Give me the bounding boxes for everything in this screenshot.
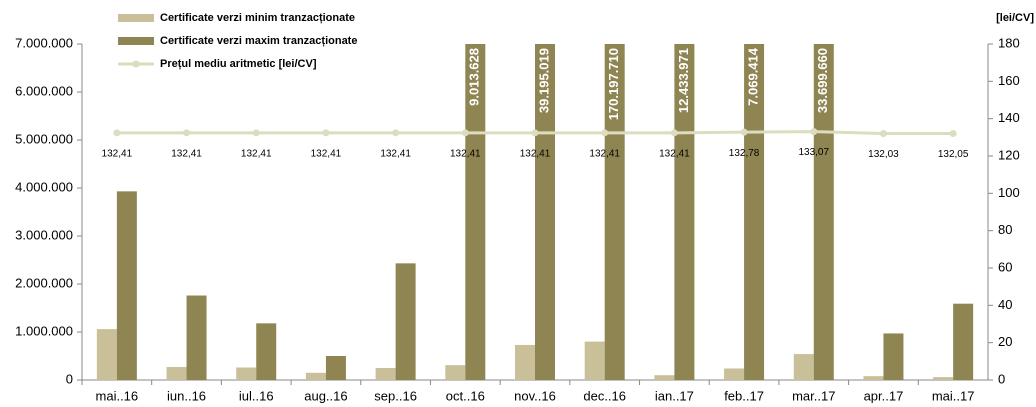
price-marker xyxy=(392,129,400,137)
x-tick-label: mar..17 xyxy=(792,388,835,403)
legend-swatch xyxy=(118,14,154,22)
x-tick-label: dec..16 xyxy=(583,388,626,403)
value-label: 132,41 xyxy=(311,148,342,159)
bar xyxy=(953,303,974,380)
value-label: 12.433.971 xyxy=(676,48,691,113)
bar xyxy=(535,44,555,380)
legend-label: Prețul mediu aritmetic [lei/CV] xyxy=(160,58,317,70)
y2-axis-title: [lei/CV] xyxy=(996,12,1034,24)
y-tick-label: 2.000.000 xyxy=(15,275,73,290)
value-label: 132,78 xyxy=(729,148,760,159)
x-tick-label: aug..16 xyxy=(304,388,347,403)
value-label: 132,05 xyxy=(938,149,969,160)
y2-tick-label: 20 xyxy=(998,334,1012,349)
y-tick-label: 1.000.000 xyxy=(15,323,73,338)
bar xyxy=(186,295,207,380)
legend-swatch xyxy=(132,60,140,68)
value-label: 7.069.414 xyxy=(746,47,761,106)
y2-tick-label: 160 xyxy=(998,73,1020,88)
y-tick-label: 5.000.000 xyxy=(15,131,73,146)
x-tick-label: nov..16 xyxy=(514,388,556,403)
x-tick-label: mai..17 xyxy=(932,388,975,403)
price-marker xyxy=(601,129,609,137)
value-label: 132,41 xyxy=(520,148,551,159)
bar xyxy=(863,376,884,380)
legend-label: Certificate verzi minim tranzacționate xyxy=(160,12,355,24)
bar xyxy=(654,375,675,380)
price-marker xyxy=(461,129,469,137)
value-label: 132,41 xyxy=(450,148,481,159)
x-tick-label: apr..17 xyxy=(864,388,904,403)
x-tick-label: mai..16 xyxy=(96,388,139,403)
price-marker xyxy=(879,130,887,138)
bar xyxy=(584,341,605,380)
x-tick-label: feb..17 xyxy=(724,388,764,403)
bar xyxy=(166,367,187,380)
x-tick-label: iul..16 xyxy=(239,388,274,403)
value-label: 132,03 xyxy=(868,149,899,160)
bar xyxy=(883,333,904,380)
y-tick-label: 7.000.000 xyxy=(15,35,73,50)
bar xyxy=(465,44,486,380)
bar xyxy=(375,368,396,380)
bar xyxy=(604,44,625,380)
value-label: 132,41 xyxy=(102,148,133,159)
value-label: 39.195.019 xyxy=(536,48,551,113)
value-label: 33.699.660 xyxy=(815,48,830,113)
price-marker xyxy=(183,129,191,137)
price-marker xyxy=(252,129,260,137)
y2-tick-label: 60 xyxy=(998,259,1012,274)
x-tick-label: ian..17 xyxy=(655,388,694,403)
value-label: 132,41 xyxy=(171,148,202,159)
price-marker xyxy=(113,129,121,137)
value-label: 133,07 xyxy=(798,147,829,158)
value-label: 132,41 xyxy=(380,148,411,159)
bar xyxy=(724,368,745,380)
x-tick-label: sep..16 xyxy=(374,388,417,403)
bar xyxy=(96,329,117,380)
bar xyxy=(933,377,954,380)
y2-tick-label: 180 xyxy=(998,35,1020,50)
bar xyxy=(325,356,346,380)
plot-area xyxy=(96,44,974,380)
value-label: 170.197.710 xyxy=(606,48,621,120)
price-marker xyxy=(810,128,818,136)
x-tick-label: oct..16 xyxy=(446,388,485,403)
bar xyxy=(744,44,765,380)
value-label: 132,41 xyxy=(659,148,690,159)
y2-tick-label: 140 xyxy=(998,110,1020,125)
y-tick-label: 3.000.000 xyxy=(15,227,73,242)
price-marker xyxy=(322,129,330,137)
y2-tick-label: 100 xyxy=(998,185,1020,200)
value-label: 132,41 xyxy=(241,148,272,159)
bar xyxy=(813,44,834,380)
y2-tick-label: 0 xyxy=(998,371,1005,386)
bar xyxy=(305,372,326,380)
y2-tick-label: 40 xyxy=(998,297,1012,312)
bar xyxy=(445,365,466,380)
bar xyxy=(515,344,535,380)
price-marker xyxy=(740,128,748,136)
value-label: 132,41 xyxy=(589,148,620,159)
y-tick-label: 4.000.000 xyxy=(15,179,73,194)
bar xyxy=(236,367,257,380)
bar xyxy=(256,323,277,380)
bar xyxy=(395,263,416,380)
value-label: 9.013.628 xyxy=(467,48,482,106)
x-tick-label: iun..16 xyxy=(167,388,206,403)
y2-tick-label: 80 xyxy=(998,222,1012,237)
bar xyxy=(793,354,814,380)
y-tick-label: 6.000.000 xyxy=(15,83,73,98)
price-marker xyxy=(949,130,957,138)
y-tick-label: 0 xyxy=(66,371,73,386)
price-marker xyxy=(531,129,539,137)
price-marker xyxy=(670,129,678,137)
bar xyxy=(674,44,695,380)
legend-label: Certificate verzi maxim tranzacționate xyxy=(160,35,357,47)
bar xyxy=(116,191,137,380)
y2-tick-label: 120 xyxy=(998,147,1020,162)
legend-swatch xyxy=(118,37,154,45)
